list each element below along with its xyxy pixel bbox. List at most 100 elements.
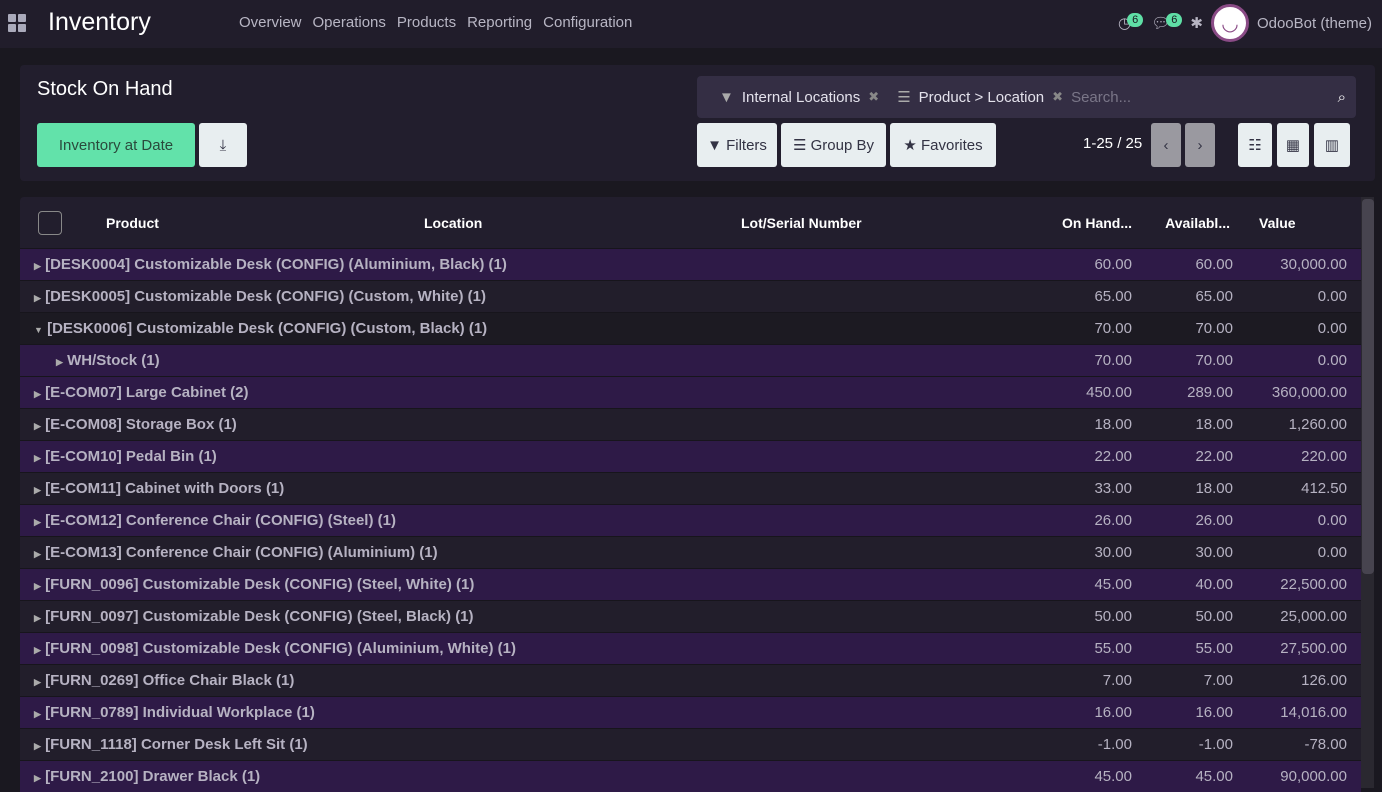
value-amount: 0.00 (1317, 320, 1347, 337)
group-label: ▶ [E-COM07] Large Cabinet (2) (34, 384, 248, 401)
pivot-view-button[interactable]: ▦ (1277, 123, 1309, 167)
facet-internal-locations: Internal Locations (741, 88, 861, 106)
group-row[interactable]: ▶ [FURN_0098] Customizable Desk (CONFIG)… (20, 632, 1361, 664)
table-icon: ▦ (1285, 137, 1301, 154)
available-value: 45.00 (1195, 768, 1233, 785)
menu-operations[interactable]: Operations (312, 14, 386, 31)
bar-chart-icon: ▥ (1324, 137, 1340, 154)
value-amount: 0.00 (1317, 352, 1347, 369)
value-amount: 0.00 (1317, 544, 1347, 561)
select-all-checkbox[interactable] (38, 211, 62, 235)
group-row[interactable]: ▶ [E-COM10] Pedal Bin (1) 22.00 22.00 22… (20, 440, 1361, 472)
filters-button[interactable]: ▼ Filters (697, 123, 777, 167)
remove-facet-icon[interactable]: ✖ (1052, 89, 1064, 104)
group-label: ▶ [E-COM10] Pedal Bin (1) (34, 448, 217, 465)
group-row[interactable]: ▶ [FURN_2100] Drawer Black (1) 45.00 45.… (20, 760, 1361, 792)
caret-right-icon: ▶ (34, 453, 41, 463)
group-name: [E-COM12] Conference Chair (CONFIG) (Ste… (45, 512, 396, 529)
avatar[interactable]: ◡ (1210, 4, 1249, 42)
list-icon: ☷ (1248, 137, 1262, 154)
user-name[interactable]: OdooBot (theme) (1256, 14, 1372, 32)
group-row[interactable]: ▶ [E-COM07] Large Cabinet (2) 450.00 289… (20, 376, 1361, 408)
group-row[interactable]: ▶ [FURN_0269] Office Chair Black (1) 7.0… (20, 664, 1361, 696)
col-product[interactable]: Product (106, 214, 159, 231)
group-row[interactable]: ▶ [E-COM12] Conference Chair (CONFIG) (S… (20, 504, 1361, 536)
available-value: 26.00 (1195, 512, 1233, 529)
col-location[interactable]: Location (424, 214, 483, 231)
list-view-button[interactable]: ☷ (1238, 123, 1272, 167)
group-label: ▶ [FURN_0096] Customizable Desk (CONFIG)… (34, 576, 474, 593)
group-row[interactable]: ▶ [E-COM13] Conference Chair (CONFIG) (A… (20, 536, 1361, 568)
col-lot[interactable]: Lot/Serial Number (741, 214, 862, 231)
group-row[interactable]: ▶ WH/Stock (1) 70.00 70.00 0.00 (20, 344, 1361, 376)
search-bar[interactable]: ▼ Internal Locations ✖ ☰ Product > Locat… (697, 76, 1356, 118)
group-row[interactable]: ▶ [DESK0004] Customizable Desk (CONFIG) … (20, 248, 1361, 280)
group-row[interactable]: ▶ [DESK0005] Customizable Desk (CONFIG) … (20, 280, 1361, 312)
col-available[interactable]: Availabl... (1165, 214, 1230, 231)
available-value: 289.00 (1187, 384, 1233, 401)
bug-icon[interactable]: ✱ (1190, 15, 1203, 32)
filters-label: Filters (726, 136, 767, 154)
pager-value[interactable]: 1-25 / 25 (1083, 135, 1143, 152)
value-amount: 30,000.00 (1280, 256, 1347, 273)
group-row[interactable]: ▼ [DESK0006] Customizable Desk (CONFIG) … (20, 312, 1361, 344)
messages-button[interactable]: 💬︎6 (1151, 13, 1183, 32)
col-value[interactable]: Value (1259, 214, 1296, 231)
available-value: 70.00 (1195, 352, 1233, 369)
menu-overview[interactable]: Overview (239, 14, 302, 31)
list-icon: ☰ (793, 137, 807, 154)
group-name: [FURN_0098] Customizable Desk (CONFIG) (… (45, 640, 516, 657)
group-row[interactable]: ▶ [E-COM08] Storage Box (1) 18.00 18.00 … (20, 408, 1361, 440)
caret-right-icon: ▶ (34, 485, 41, 495)
search-icon[interactable]: ⌕ (1337, 88, 1346, 106)
pager-next-button[interactable]: › (1185, 123, 1215, 167)
chevron-left-icon: ‹ (1163, 136, 1169, 154)
caret-right-icon: ▶ (34, 741, 41, 751)
caret-right-icon: ▶ (34, 421, 41, 431)
available-value: 50.00 (1195, 608, 1233, 625)
available-value: 18.00 (1195, 416, 1233, 433)
download-icon: ⤓ (219, 136, 227, 154)
group-row[interactable]: ▶ [E-COM11] Cabinet with Doors (1) 33.00… (20, 472, 1361, 504)
group-row[interactable]: ▶ [FURN_1118] Corner Desk Left Sit (1) -… (20, 728, 1361, 760)
group-row[interactable]: ▶ [FURN_0096] Customizable Desk (CONFIG)… (20, 568, 1361, 600)
star-icon: ★ (903, 137, 917, 154)
remove-facet-icon[interactable]: ✖ (868, 89, 880, 104)
group-label: ▶ [FURN_0097] Customizable Desk (CONFIG)… (34, 608, 474, 625)
menu-products[interactable]: Products (396, 14, 457, 31)
on-hand-value: 70.00 (1094, 320, 1132, 337)
col-on-hand[interactable]: On Hand... (1062, 214, 1132, 231)
on-hand-value: 70.00 (1094, 352, 1132, 369)
value-amount: 1,260.00 (1288, 416, 1347, 433)
group-name: [E-COM13] Conference Chair (CONFIG) (Alu… (45, 544, 438, 561)
value-amount: 220.00 (1301, 448, 1347, 465)
value-amount: 90,000.00 (1280, 768, 1347, 785)
download-button[interactable]: ⤓ (199, 123, 247, 167)
caret-right-icon: ▶ (34, 709, 41, 719)
caret-right-icon: ▶ (34, 677, 41, 687)
group-label: ▶ [FURN_0789] Individual Workplace (1) (34, 704, 315, 721)
group-name: [DESK0004] Customizable Desk (CONFIG) (A… (45, 256, 507, 273)
table-header: Product Location Lot/Serial Number On Ha… (20, 197, 1361, 248)
group-row[interactable]: ▶ [FURN_0789] Individual Workplace (1) 1… (20, 696, 1361, 728)
caret-right-icon: ▶ (34, 549, 41, 559)
group-row[interactable]: ▶ [FURN_0097] Customizable Desk (CONFIG)… (20, 600, 1361, 632)
graph-view-button[interactable]: ▥ (1314, 123, 1350, 167)
scrollbar-thumb[interactable] (1362, 199, 1374, 574)
group-name: [FURN_0789] Individual Workplace (1) (45, 704, 315, 721)
menu-configuration[interactable]: Configuration (543, 14, 633, 31)
search-input[interactable]: Search... (1071, 88, 1132, 106)
group-name: [E-COM07] Large Cabinet (2) (45, 384, 249, 401)
inventory-at-date-button[interactable]: Inventory at Date (37, 123, 195, 167)
caret-right-icon: ▶ (34, 293, 41, 303)
caret-right-icon: ▶ (56, 357, 63, 367)
caret-right-icon: ▶ (34, 773, 41, 783)
favorites-button[interactable]: ★ Favorites (890, 123, 996, 167)
apps-menu-icon[interactable] (8, 14, 26, 32)
activity-button[interactable]: ◷6 (1118, 13, 1144, 32)
group-by-button[interactable]: ☰ Group By (781, 123, 886, 167)
menu-reporting[interactable]: Reporting (467, 14, 533, 31)
group-label: ▶ [FURN_0098] Customizable Desk (CONFIG)… (34, 640, 516, 657)
group-label: ▶ [DESK0004] Customizable Desk (CONFIG) … (34, 256, 507, 273)
pager-previous-button[interactable]: ‹ (1151, 123, 1181, 167)
